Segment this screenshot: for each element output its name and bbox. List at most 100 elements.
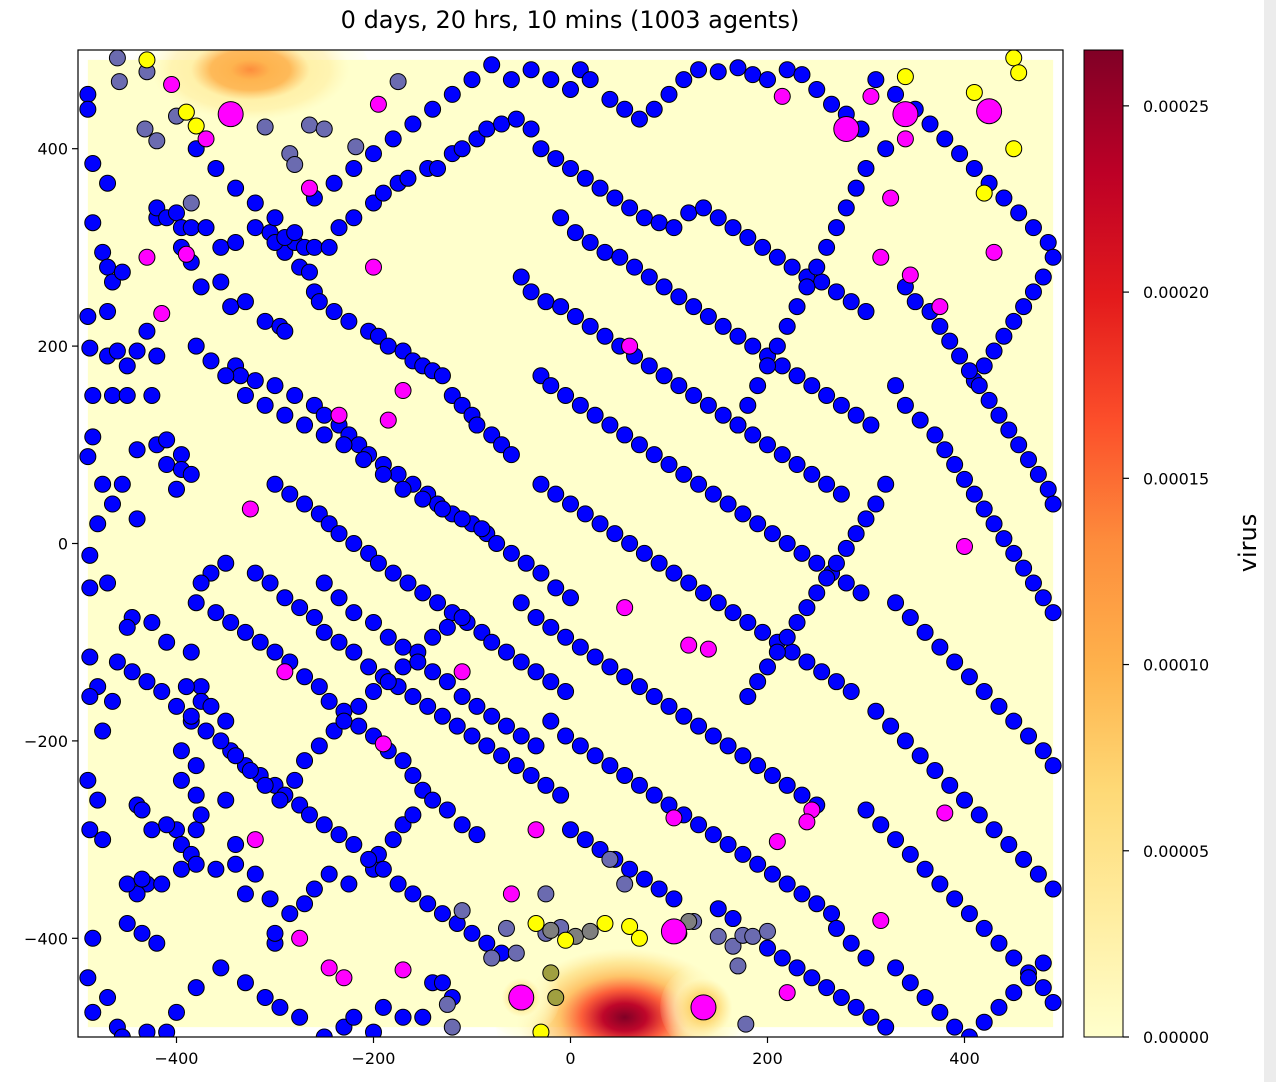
agent-point-healthy bbox=[813, 273, 831, 291]
agent-point-healthy bbox=[808, 895, 826, 913]
agent-point-healthy bbox=[606, 189, 624, 207]
agent-point-healthy bbox=[562, 495, 579, 513]
agent-point-healthy bbox=[650, 880, 668, 898]
agent-point-healthy bbox=[832, 485, 850, 503]
agent-point-healthy bbox=[222, 613, 240, 631]
agent-point-healthy bbox=[123, 663, 141, 681]
agent-point-exposed bbox=[965, 83, 983, 101]
agent-point-healthy bbox=[862, 416, 880, 434]
agent-point-healthy bbox=[296, 495, 314, 513]
agent-point-healthy bbox=[768, 643, 786, 661]
agent-point-healthy bbox=[709, 594, 727, 612]
agent-point-healthy bbox=[108, 653, 126, 671]
agent-point-healthy bbox=[847, 998, 865, 1016]
agent-point-healthy bbox=[626, 258, 644, 276]
agent-point-healthy bbox=[872, 816, 890, 834]
agent-point-healthy bbox=[621, 535, 639, 552]
agent-point-healthy bbox=[340, 312, 358, 330]
agent-point-healthy bbox=[557, 683, 575, 701]
agent-point-healthy bbox=[212, 273, 230, 291]
agent-point-healthy bbox=[473, 520, 491, 538]
agent-point-healthy bbox=[749, 377, 767, 395]
agent-point-healthy bbox=[557, 386, 575, 404]
agent-point-healthy bbox=[566, 307, 584, 325]
agent-point-healthy bbox=[296, 752, 314, 770]
agent-point-healthy bbox=[300, 263, 318, 281]
agent-point-healthy bbox=[1044, 880, 1062, 898]
agent-point-healthy bbox=[1044, 604, 1062, 622]
agent-point-healthy bbox=[837, 539, 855, 557]
agent-point-large-infected bbox=[217, 101, 244, 128]
agent-point-infected bbox=[665, 809, 683, 827]
agent-point-healthy bbox=[266, 475, 284, 493]
agent-point-healthy bbox=[310, 678, 328, 696]
agent-point-healthy bbox=[345, 604, 363, 622]
agent-point-healthy bbox=[749, 673, 767, 691]
agent-point-healthy bbox=[345, 159, 363, 177]
agent-point-healthy bbox=[818, 475, 836, 493]
agent-point-healthy bbox=[325, 303, 343, 321]
agent-point-healthy bbox=[394, 480, 412, 498]
agent-point-healthy bbox=[483, 56, 501, 74]
agent-point-infected bbox=[394, 382, 412, 400]
agent-point-healthy bbox=[217, 712, 235, 730]
agent-point-healthy bbox=[596, 243, 614, 261]
agent-point-healthy bbox=[975, 1013, 993, 1031]
agent-point-healthy bbox=[965, 485, 983, 503]
agent-point-healthy bbox=[517, 554, 535, 572]
agent-point-healthy bbox=[896, 732, 914, 750]
agent-point-healthy bbox=[453, 687, 471, 705]
agent-point-healthy bbox=[714, 317, 732, 335]
agent-point-healthy bbox=[468, 826, 486, 844]
agent-point-healthy bbox=[468, 416, 486, 434]
agent-point-recovered bbox=[182, 194, 200, 212]
agent-point-healthy bbox=[842, 293, 860, 311]
agent-point-healthy bbox=[330, 219, 348, 237]
agent-point-healthy bbox=[1020, 969, 1038, 987]
agent-point-recovered bbox=[729, 957, 747, 975]
agent-point-healthy bbox=[857, 949, 875, 967]
agent-point-healthy bbox=[778, 61, 796, 79]
agent-point-healthy bbox=[699, 307, 717, 325]
agent-point-healthy bbox=[94, 831, 112, 849]
agent-point-healthy bbox=[1005, 712, 1023, 730]
agent-point-healthy bbox=[399, 574, 417, 592]
x-tick-label: 0 bbox=[565, 1049, 575, 1068]
agent-point-healthy bbox=[877, 1018, 895, 1036]
y-tick-label: 400 bbox=[37, 140, 68, 159]
x-tick-label: −400 bbox=[155, 1049, 199, 1068]
agent-point-healthy bbox=[975, 919, 993, 937]
agent-point-infected bbox=[896, 130, 914, 148]
agent-point-healthy bbox=[133, 801, 151, 819]
agent-point-healthy bbox=[818, 569, 836, 587]
agent-point-healthy bbox=[256, 396, 274, 414]
agent-point-healthy bbox=[276, 406, 294, 424]
agent-point-healthy bbox=[911, 411, 929, 429]
agent-point-healthy bbox=[1000, 421, 1018, 439]
agent-point-healthy bbox=[808, 554, 826, 572]
agent-point-healthy bbox=[660, 697, 678, 715]
agent-point-infected bbox=[241, 500, 259, 518]
agent-point-healthy bbox=[168, 204, 185, 222]
agent-point-healthy bbox=[325, 174, 343, 192]
agent-point-healthy bbox=[557, 727, 575, 745]
agent-point-healthy bbox=[931, 875, 949, 893]
y-tick-label: 200 bbox=[37, 337, 68, 356]
agent-point-healthy bbox=[1000, 836, 1018, 854]
agent-point-healthy bbox=[128, 441, 146, 459]
agent-point-healthy bbox=[680, 204, 698, 222]
agent-point-healthy bbox=[84, 155, 102, 173]
agent-point-healthy bbox=[591, 515, 609, 533]
agent-point-healthy bbox=[99, 303, 117, 321]
agent-point-healthy bbox=[759, 658, 776, 676]
heatmap-background bbox=[87, 59, 1054, 1028]
agent-point-healthy bbox=[808, 80, 826, 98]
agent-point-healthy bbox=[827, 283, 845, 301]
x-axis: −400 −200 0 200 400 bbox=[155, 1037, 980, 1068]
agent-point-healthy bbox=[207, 159, 225, 177]
agent-point-exposed bbox=[1005, 140, 1023, 158]
agent-point-healthy bbox=[374, 860, 392, 878]
agent-point-healthy bbox=[84, 428, 102, 446]
agent-point-healthy bbox=[143, 386, 161, 404]
